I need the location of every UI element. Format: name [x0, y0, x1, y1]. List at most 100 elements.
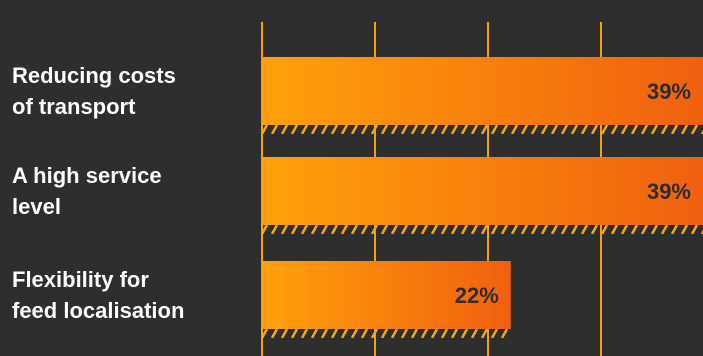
- hatch-stroke: [270, 225, 279, 234]
- hatch-stroke: [510, 225, 519, 234]
- hatch-stroke: [480, 329, 489, 338]
- hatch-stroke: [560, 225, 569, 234]
- value-label: 39%: [647, 79, 691, 104]
- hatch-stroke: [512, 329, 517, 338]
- hatch-stroke: [330, 329, 339, 338]
- hatch-stroke: [252, 329, 257, 338]
- hatch-stroke: [640, 225, 649, 234]
- hatch-stroke: [670, 125, 679, 134]
- hatch-stroke: [410, 329, 419, 338]
- hatch-stroke: [570, 125, 579, 134]
- hatch-stroke: [540, 125, 549, 134]
- hatch-stroke: [610, 125, 619, 134]
- hatch-stroke: [460, 329, 469, 338]
- hatch-stroke: [500, 225, 509, 234]
- hatch-stroke: [490, 329, 499, 338]
- hatch-stroke: [400, 329, 409, 338]
- hatch-stroke: [470, 125, 479, 134]
- hatch-stroke: [270, 125, 279, 134]
- category-label: Flexibility for feed localisation: [12, 264, 252, 326]
- hatch-stroke: [540, 225, 549, 234]
- category-label-line: of transport: [12, 94, 136, 119]
- category-label-line: Flexibility for: [12, 267, 149, 292]
- hatch-stroke: [262, 329, 269, 338]
- hatch-stroke: [430, 329, 439, 338]
- hatch-stroke: [280, 125, 289, 134]
- hatch-stroke: [522, 329, 527, 338]
- hatch-stroke: [510, 125, 519, 134]
- category-label-line: A high service: [12, 163, 162, 188]
- bar-hatch: [262, 125, 703, 134]
- hatch-stroke: [560, 125, 569, 134]
- category-label: A high service level: [12, 160, 252, 222]
- hatch-stroke: [580, 125, 589, 134]
- hatch-stroke: [360, 125, 369, 134]
- bar-group: 39%: [252, 157, 703, 234]
- hatch-stroke: [650, 225, 659, 234]
- hatch-stroke: [680, 225, 689, 234]
- hatch-stroke: [350, 225, 359, 234]
- hatch-stroke: [390, 329, 399, 338]
- hatch-stroke: [252, 225, 257, 234]
- hatch-stroke: [490, 225, 499, 234]
- hatch-stroke: [420, 125, 429, 134]
- hatch-stroke: [390, 225, 399, 234]
- hatch-stroke: [690, 225, 699, 234]
- hatch-stroke: [620, 225, 629, 234]
- hatch-stroke: [520, 125, 529, 134]
- hatch-stroke: [420, 329, 429, 338]
- hatch-stroke: [460, 225, 469, 234]
- hatch-stroke: [440, 125, 449, 134]
- bar: [262, 157, 703, 225]
- hatch-stroke: [480, 125, 489, 134]
- hatch-stroke: [500, 329, 509, 338]
- hatch-stroke: [600, 125, 609, 134]
- hatch-stroke: [320, 225, 329, 234]
- hatch-stroke: [380, 225, 389, 234]
- hatch-stroke: [640, 125, 649, 134]
- hatch-stroke: [480, 225, 489, 234]
- hatch-stroke: [300, 125, 309, 134]
- bar: [262, 57, 703, 125]
- hatch-stroke: [290, 125, 299, 134]
- hatch-stroke: [570, 225, 579, 234]
- hatch-stroke: [280, 329, 289, 338]
- category-label-line: Reducing costs: [12, 63, 176, 88]
- bar-hatch: [252, 329, 527, 338]
- hatch-stroke: [670, 225, 679, 234]
- hatch-stroke: [390, 125, 399, 134]
- category-label-line: feed localisation: [12, 298, 185, 323]
- hatch-stroke: [580, 225, 589, 234]
- hatch-stroke: [690, 125, 699, 134]
- hatch-stroke: [680, 125, 689, 134]
- hatch-stroke: [420, 225, 429, 234]
- hatch-stroke: [370, 125, 379, 134]
- hatch-stroke: [610, 225, 619, 234]
- bar-group: 22%: [252, 261, 527, 338]
- hatch-stroke: [410, 125, 419, 134]
- hatch-stroke: [530, 225, 539, 234]
- hatch-stroke: [530, 125, 539, 134]
- hatch-stroke: [450, 329, 459, 338]
- bar-group: 39%: [262, 57, 703, 134]
- hatch-stroke: [550, 225, 559, 234]
- hatch-stroke: [340, 125, 349, 134]
- hatch-stroke: [300, 225, 309, 234]
- bar-hatch: [252, 225, 703, 234]
- hatch-stroke: [290, 329, 299, 338]
- hatch-stroke: [590, 225, 599, 234]
- hatch-stroke: [310, 329, 319, 338]
- hatch-stroke: [650, 125, 659, 134]
- hatch-stroke: [340, 329, 349, 338]
- hatch-stroke: [550, 125, 559, 134]
- hatch-stroke: [380, 329, 389, 338]
- hatch-stroke: [370, 225, 379, 234]
- hatch-stroke: [262, 225, 269, 234]
- hatch-stroke: [370, 329, 379, 338]
- hatch-stroke: [380, 125, 389, 134]
- hatch-stroke: [450, 225, 459, 234]
- hatch-stroke: [430, 225, 439, 234]
- hatch-stroke: [290, 225, 299, 234]
- bar: [262, 261, 511, 329]
- hatch-stroke: [450, 125, 459, 134]
